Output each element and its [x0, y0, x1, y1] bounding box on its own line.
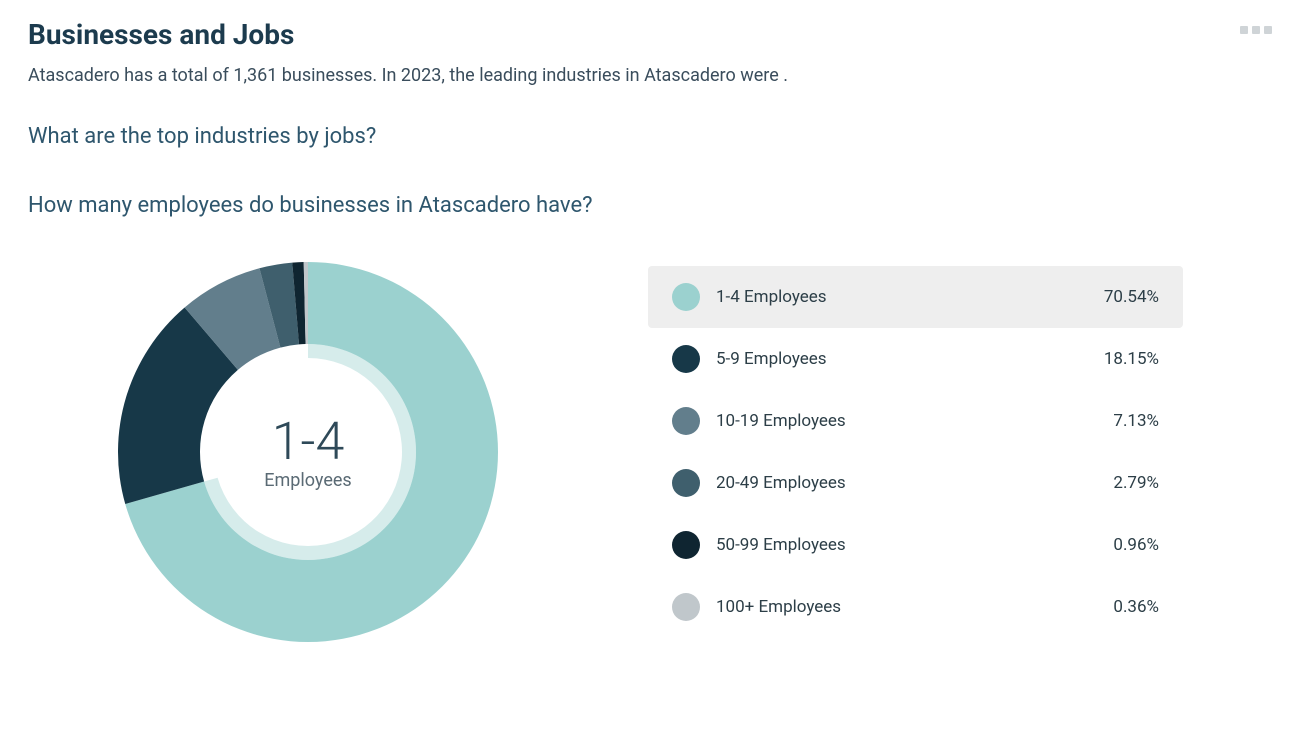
donut-chart: 1-4 Employees [108, 252, 508, 652]
legend-row[interactable]: 20-49 Employees 2.79% [648, 452, 1183, 514]
legend-table: 1-4 Employees 70.54% 5-9 Employees 18.15% 10… [648, 266, 1183, 638]
question-employees: How many employees do businesses in Atas… [28, 193, 1272, 218]
legend-swatch [672, 593, 700, 621]
legend-value: 0.96% [1113, 535, 1159, 555]
donut-center-value: 1-4 [264, 413, 351, 470]
more-options-icon[interactable] [1240, 18, 1272, 34]
legend-value: 0.36% [1113, 597, 1159, 617]
legend-value: 18.15% [1104, 349, 1159, 369]
legend-value: 2.79% [1113, 473, 1159, 493]
page-title: Businesses and Jobs [28, 18, 294, 51]
legend-row[interactable]: 10-19 Employees 7.13% [648, 390, 1183, 452]
legend-label: 20-49 Employees [716, 473, 846, 493]
legend-label: 1-4 Employees [716, 287, 827, 307]
legend-value: 70.54% [1104, 287, 1159, 307]
legend-row[interactable]: 50-99 Employees 0.96% [648, 514, 1183, 576]
question-top-industries: What are the top industries by jobs? [28, 124, 1272, 149]
legend-swatch [672, 407, 700, 435]
legend-label: 50-99 Employees [716, 535, 846, 555]
legend-row[interactable]: 5-9 Employees 18.15% [648, 328, 1183, 390]
legend-value: 7.13% [1113, 411, 1159, 431]
legend-row[interactable]: 1-4 Employees 70.54% [648, 266, 1183, 328]
legend-label: 100+ Employees [716, 597, 841, 617]
legend-row[interactable]: 100+ Employees 0.36% [648, 576, 1183, 638]
legend-swatch [672, 345, 700, 373]
intro-paragraph: Atascadero has a total of 1,361 business… [28, 65, 1272, 86]
legend-label: 5-9 Employees [716, 349, 827, 369]
legend-swatch [672, 531, 700, 559]
legend-label: 10-19 Employees [716, 411, 846, 431]
legend-swatch [672, 283, 700, 311]
legend-swatch [672, 469, 700, 497]
donut-center-label: Employees [264, 470, 351, 491]
